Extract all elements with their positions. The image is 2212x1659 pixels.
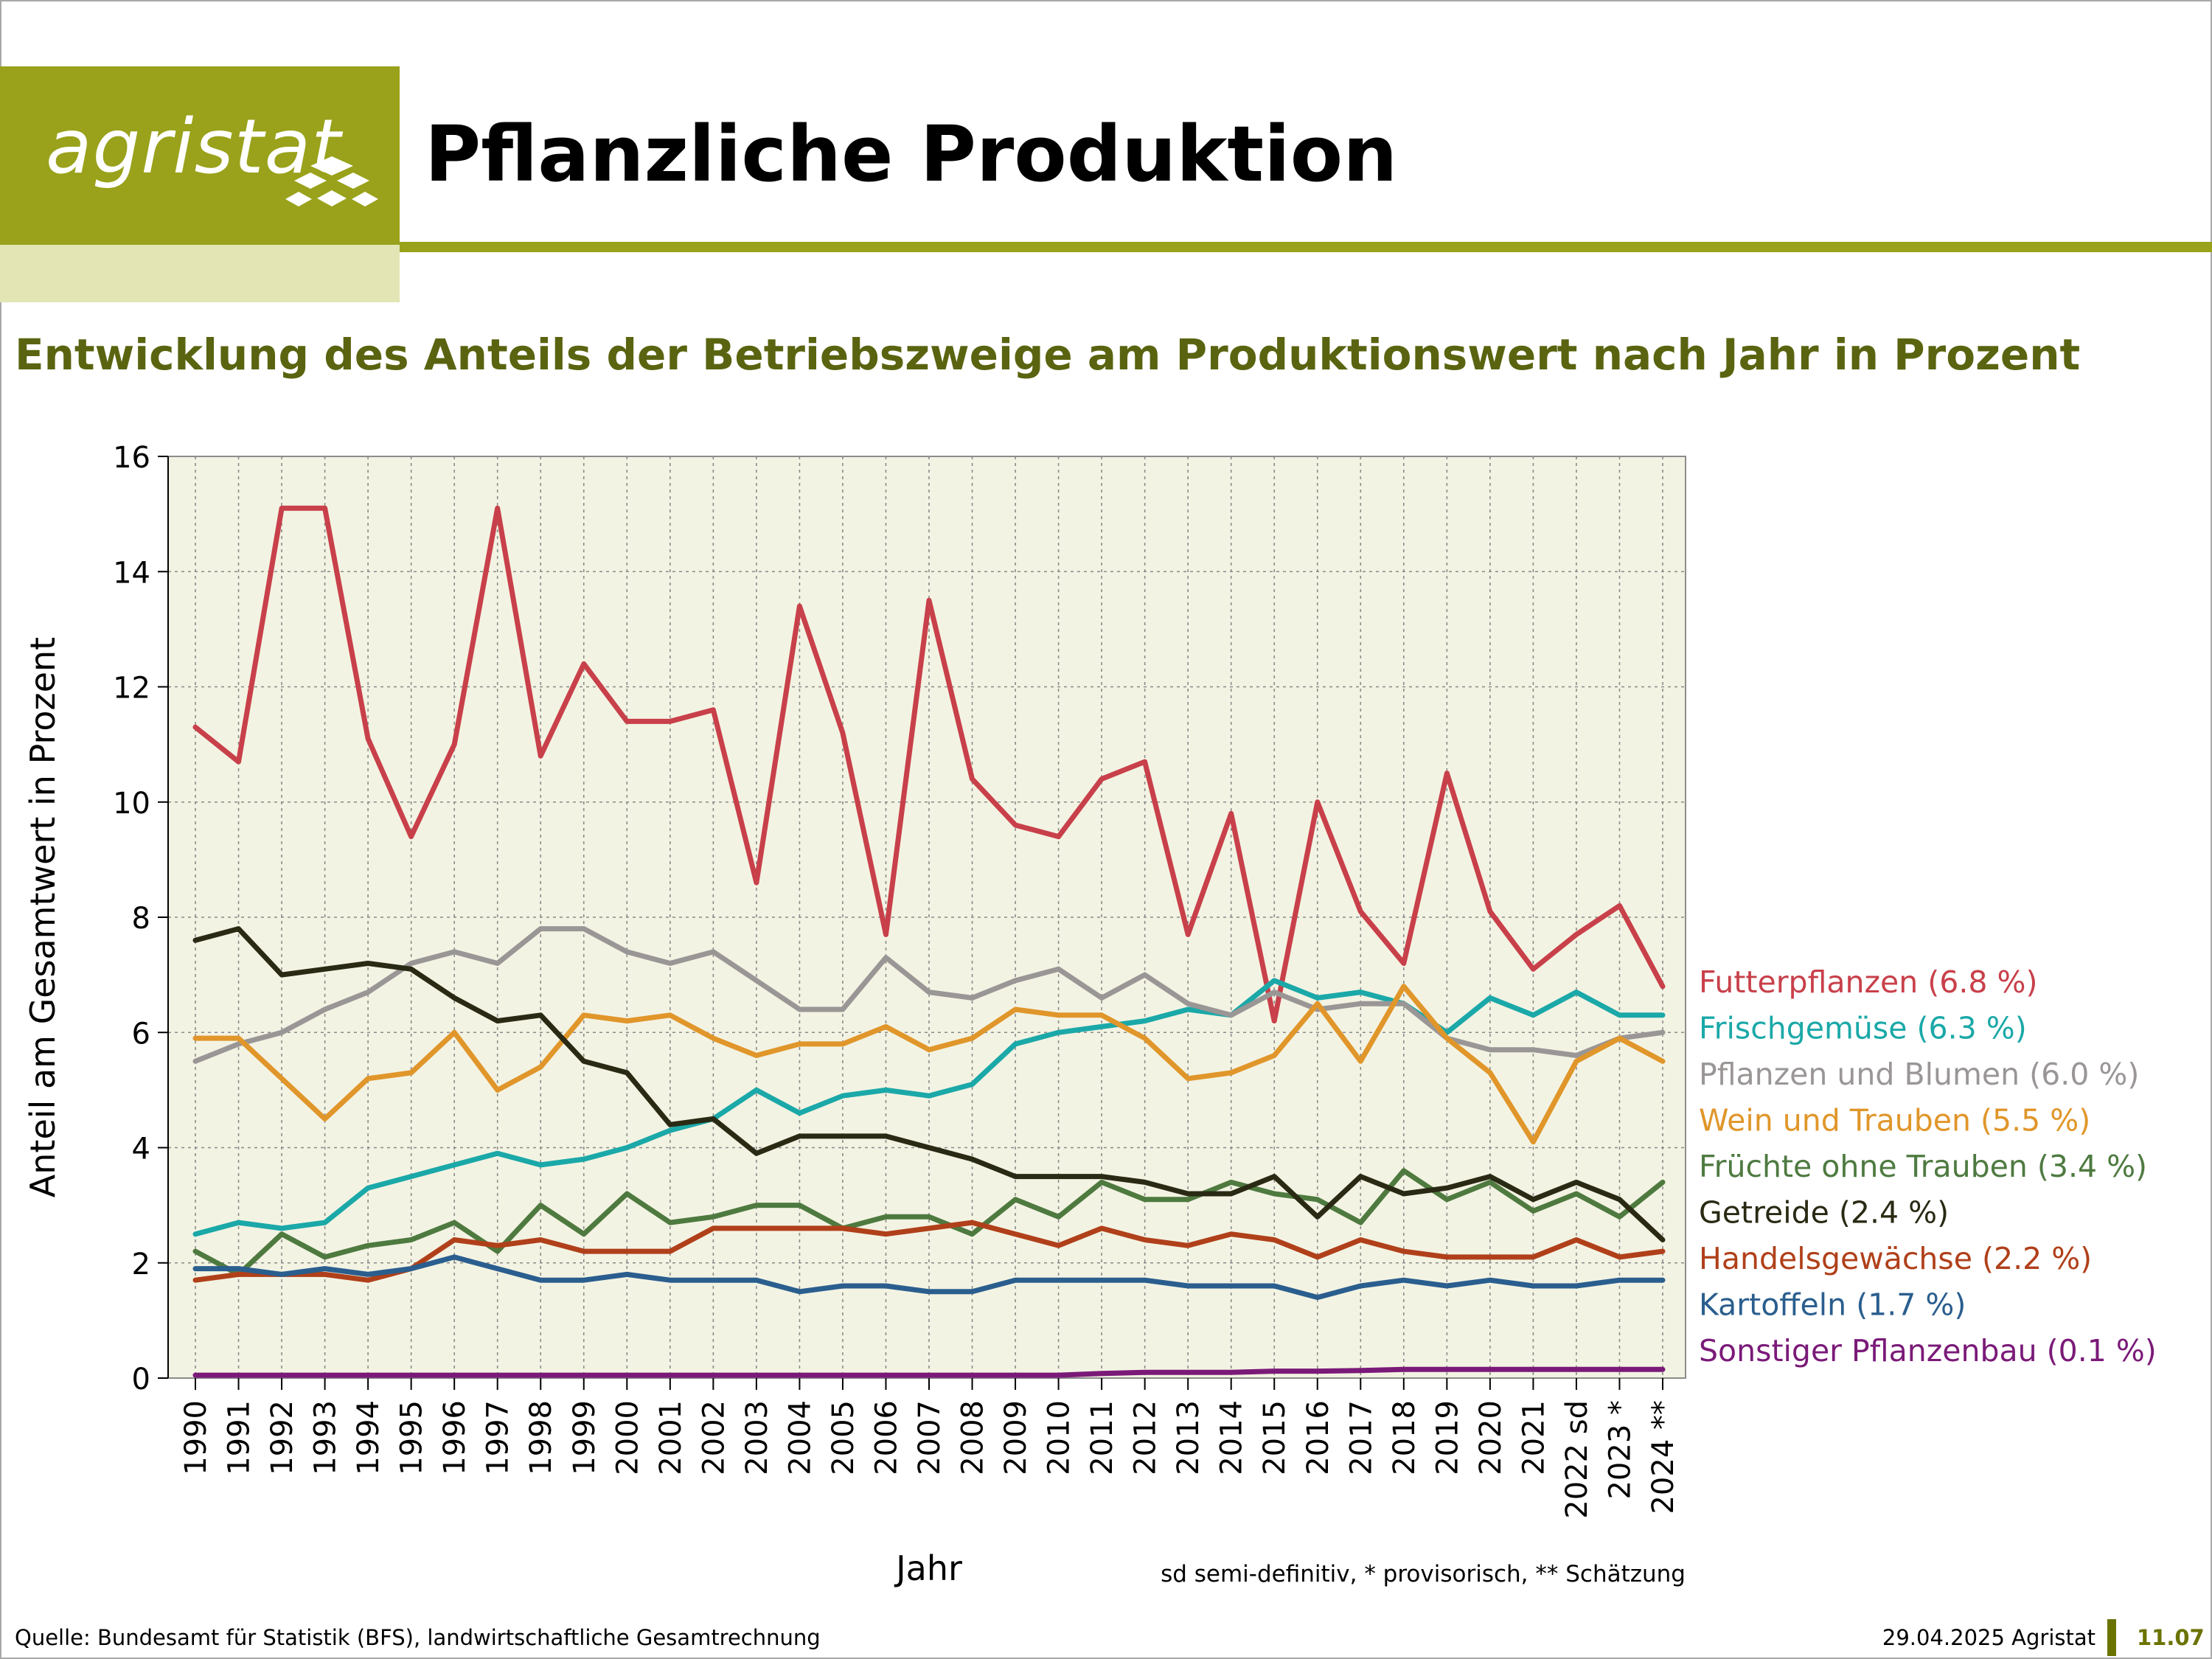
legend-label-4: Früchte ohne Trauben (3.4 %) [1699,1149,2147,1184]
series-line-0 [192,505,1666,1024]
page-title: Pflanzliche Produktion [425,109,1398,199]
x-tick-label: 1999 [568,1400,602,1475]
x-tick-label: 2015 [1258,1400,1292,1475]
legend-label-2: Pflanzen und Blumen (6.0 %) [1699,1057,2139,1092]
x-tick-label: 2023 * [1603,1400,1637,1500]
x-tick-label: 1990 [179,1400,213,1475]
y-tick-label: 8 [132,902,150,936]
y-tick-label: 16 [113,441,150,475]
x-tick-label: 2000 [611,1400,644,1475]
footer-source: Quelle: Bundesamt für Statistik (BFS), l… [15,1625,821,1650]
x-tick-label: 2010 [1043,1400,1077,1475]
x-tick-label: 2014 [1215,1400,1249,1475]
y-tick-label: 0 [132,1363,150,1397]
x-tick-label: 2018 [1388,1400,1422,1475]
y-tick-label: 4 [132,1133,150,1166]
legend-label-0: Futterpflanzen (6.8 %) [1699,964,2037,1000]
x-tick-label: 2009 [999,1400,1033,1475]
y-tick-label: 12 [113,672,150,706]
x-tick-label: 2012 [1129,1400,1163,1475]
x-tick-label: 2002 [697,1400,731,1475]
x-tick-label: 2019 [1430,1400,1464,1475]
series-line-6 [192,1220,1666,1283]
series-line-2 [192,926,1666,1064]
x-tick-label: 1992 [265,1400,299,1475]
x-tick-label: 2004 [783,1400,817,1475]
legend-label-5: Getreide (2.4 %) [1699,1195,1949,1231]
x-tick-label: 2003 [740,1400,774,1475]
x-tick-label: 2011 [1085,1400,1119,1475]
x-axis-title: Jahr [894,1548,962,1588]
x-tick-label: 2022 sd [1560,1400,1594,1519]
x-tick-label: 1994 [352,1400,386,1475]
footer-page-number: 11.07 [2137,1625,2205,1650]
x-tick-label: 2007 [913,1400,947,1475]
legend-label-8: Sonstiger Pflanzenbau (0.1 %) [1699,1333,2157,1368]
x-tick-label: 2021 [1517,1400,1551,1475]
legend-label-3: Wein und Trauben (5.5 %) [1699,1103,2090,1138]
logo-text: agristat [46,103,342,191]
series-line-4 [192,1168,1666,1277]
legend-label-7: Kartoffeln (1.7 %) [1699,1287,1966,1323]
y-axis-title: Anteil am Gesamtwert in Prozent [23,637,63,1197]
x-tick-label: 1991 [223,1400,257,1475]
logo-diamond-icon [285,156,378,206]
x-tick-label: 2001 [654,1400,688,1475]
footer-divider [2107,1619,2116,1656]
x-tick-label: 2005 [827,1400,860,1475]
x-tick-label: 1998 [524,1400,558,1475]
series-line-8 [192,1366,1666,1378]
x-tick-label: 2020 [1474,1400,1508,1475]
x-tick-label: 1993 [309,1400,343,1475]
x-tick-label: 2016 [1301,1400,1335,1475]
series-line-7 [192,1254,1666,1301]
x-tick-label: 1997 [481,1400,515,1475]
logo-shadow-band [0,245,400,302]
chart-subtitle: Entwicklung des Anteils der Betriebszwei… [15,330,2081,380]
y-tick-label: 10 [113,787,150,821]
x-tick-label: 2006 [869,1400,903,1475]
x-tick-label: 1996 [438,1400,472,1475]
x-tick-label: 2013 [1172,1400,1206,1475]
x-tick-label: 1995 [395,1400,429,1475]
footer-date: 29.04.2025 Agristat [1882,1625,2096,1650]
agristat-logo [0,66,400,245]
chart-note: sd semi-definitiv, * provisorisch, ** Sc… [1161,1561,1686,1587]
series-line-5 [192,926,1666,1242]
legend-label-1: Frischgemüse (6.3 %) [1699,1011,2027,1046]
legend-label-6: Handelsgewächse (2.2 %) [1699,1241,2092,1276]
x-tick-label: 2017 [1344,1400,1378,1475]
x-tick-label: 2008 [956,1400,990,1475]
y-tick-label: 2 [132,1248,150,1281]
y-tick-label: 6 [132,1017,150,1051]
header-rule [400,242,2212,252]
x-tick-label: 2024 ** [1646,1400,1680,1514]
series-line-3 [192,984,1666,1145]
y-tick-label: 14 [113,556,150,590]
